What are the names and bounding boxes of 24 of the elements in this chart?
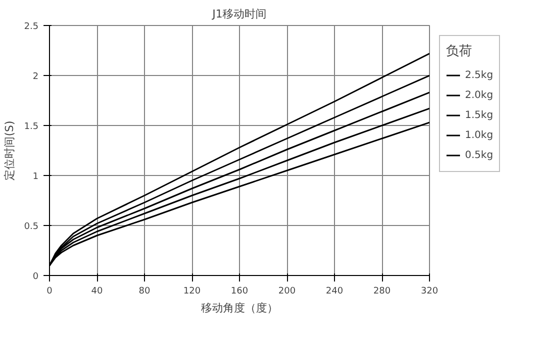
y-axis-title: 定位时间(S): [3, 120, 16, 180]
x-tick-label: 320: [420, 286, 438, 296]
y-tick-label: 1.5: [24, 122, 39, 132]
x-tick-label: 0: [46, 286, 53, 296]
legend-label: 2.5kg: [465, 69, 494, 81]
x-tick-label: 80: [138, 286, 150, 296]
y-tick-label: 0: [32, 272, 39, 282]
y-tick-label: 0.5: [24, 222, 39, 232]
x-tick-label: 160: [230, 286, 248, 296]
legend-title: 负荷: [446, 43, 473, 60]
x-tick-label: 280: [373, 286, 391, 296]
legend-label: 0.5kg: [465, 149, 494, 161]
x-tick-label: 240: [326, 286, 344, 296]
legend-label: 1.0kg: [465, 129, 494, 141]
legend-label: 1.5kg: [465, 109, 494, 121]
x-tick-label: 200: [278, 286, 296, 296]
x-axis-title: 移动角度（度）: [201, 302, 278, 314]
chart-title: J1移动时间: [211, 8, 267, 20]
x-tick-label: 120: [183, 286, 201, 296]
x-tick-label: 40: [91, 286, 103, 296]
y-tick-label: 2: [32, 72, 39, 82]
legend-label: 2.0kg: [465, 89, 494, 101]
y-tick-label: 2.5: [24, 22, 39, 32]
y-tick-label: 1: [32, 172, 39, 182]
